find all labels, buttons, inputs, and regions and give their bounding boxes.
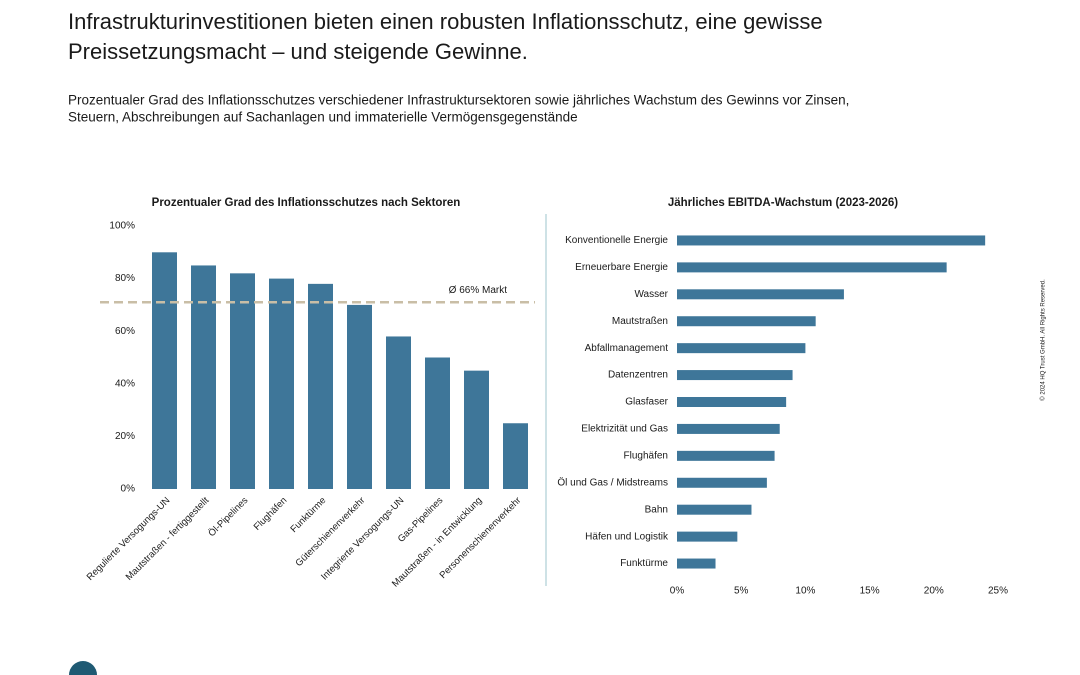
y-tick-label: Flughäfen bbox=[624, 450, 668, 461]
bar bbox=[677, 531, 738, 542]
bar bbox=[269, 278, 294, 489]
bar bbox=[503, 423, 528, 489]
y-tick-label: Glasfaser bbox=[625, 397, 668, 408]
bar bbox=[425, 357, 450, 489]
bar bbox=[677, 316, 816, 327]
reference-label: Ø 66% Markt bbox=[449, 285, 508, 296]
x-tick-label: 20% bbox=[924, 586, 944, 597]
title-line: Infrastrukturinvestitionen bieten einen … bbox=[68, 9, 823, 34]
bar bbox=[347, 304, 372, 489]
bar bbox=[308, 283, 333, 489]
x-tick-label: Öl-Pipelines bbox=[206, 495, 250, 539]
bar bbox=[677, 504, 752, 515]
bar bbox=[677, 343, 806, 354]
y-tick-label: Erneuerbare Energie bbox=[575, 262, 668, 273]
y-tick-label: Elektrizität und Gas bbox=[581, 424, 668, 435]
y-tick-label: 60% bbox=[115, 326, 135, 337]
x-tick-label: 25% bbox=[988, 586, 1008, 597]
bar bbox=[677, 423, 780, 434]
y-tick-label: Häfen und Logistik bbox=[585, 531, 669, 542]
bar bbox=[677, 397, 787, 407]
x-tick-label: 10% bbox=[795, 586, 815, 597]
chart-title: Prozentualer Grad des Inflationsschutzes… bbox=[152, 197, 461, 209]
x-tick-label: Funktürme bbox=[289, 495, 329, 535]
x-tick-label: 15% bbox=[860, 586, 880, 597]
x-tick-label: Personenschienenverkehr bbox=[438, 495, 524, 581]
x-tick-label: 5% bbox=[734, 586, 749, 597]
y-tick-label: Wasser bbox=[634, 289, 668, 300]
bar bbox=[152, 252, 177, 489]
bar bbox=[677, 477, 767, 488]
x-tick-label: Güterschienenverkehr bbox=[294, 495, 368, 569]
bar bbox=[677, 262, 947, 273]
subtitle-line: Prozentualer Grad des Inflationsschutzes… bbox=[68, 93, 849, 108]
y-tick-label: Mautstraßen bbox=[612, 316, 668, 327]
bar bbox=[464, 370, 489, 489]
bar bbox=[677, 450, 775, 461]
x-tick-label: Integrierte Versogungs-UN bbox=[319, 495, 406, 582]
bar bbox=[191, 265, 216, 489]
x-tick-label: Flughäfen bbox=[252, 495, 290, 533]
y-tick-label: 100% bbox=[109, 221, 135, 232]
bar bbox=[677, 370, 793, 381]
y-tick-label: 20% bbox=[115, 431, 135, 442]
y-tick-label: Konventionelle Energie bbox=[565, 235, 668, 246]
bar bbox=[677, 289, 844, 300]
copyright: © 2024 HQ Trust GmbH. All Rights Reserve… bbox=[1040, 279, 1047, 401]
bar bbox=[386, 336, 411, 489]
y-tick-label: Datenzentren bbox=[608, 370, 668, 381]
subtitle-line: Steuern, Abschreibungen auf Sachanlagen … bbox=[68, 110, 578, 125]
y-tick-label: 80% bbox=[115, 273, 135, 284]
logo bbox=[69, 661, 97, 675]
bar bbox=[230, 273, 255, 489]
title-line: Preissetzungsmacht – und steigende Gewin… bbox=[68, 39, 528, 64]
y-tick-label: Bahn bbox=[645, 504, 668, 515]
bar bbox=[677, 235, 986, 246]
y-tick-label: Abfallmanagement bbox=[585, 343, 669, 354]
y-tick-label: 0% bbox=[121, 484, 136, 495]
x-tick-label: 0% bbox=[670, 586, 685, 597]
y-tick-label: Öl und Gas / Midstreams bbox=[557, 476, 668, 488]
y-tick-label: Funktürme bbox=[620, 558, 668, 569]
bar bbox=[677, 558, 716, 569]
x-tick-label: Mautstraßen - fertiggestellt bbox=[124, 495, 212, 583]
chart-title: Jährliches EBITDA-Wachstum (2023-2026) bbox=[668, 197, 898, 209]
y-tick-label: 40% bbox=[115, 378, 135, 389]
